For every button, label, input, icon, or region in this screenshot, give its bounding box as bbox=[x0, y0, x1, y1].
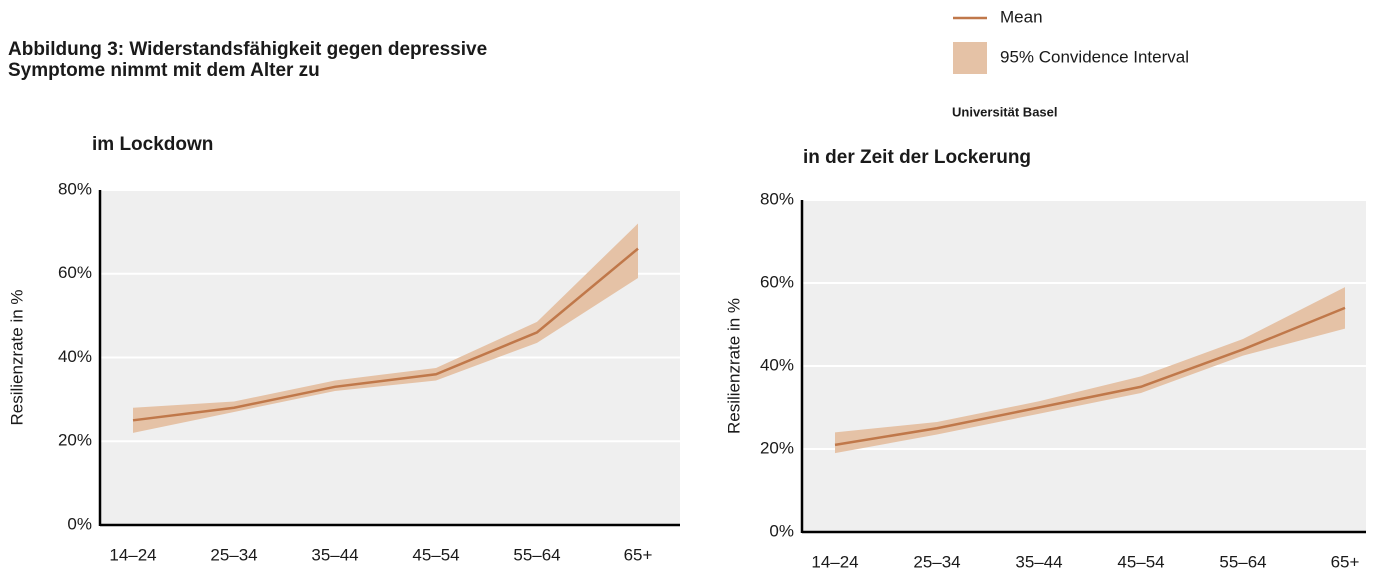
x-tick-label: 65+ bbox=[1331, 552, 1360, 571]
y-tick-label: 60% bbox=[58, 263, 92, 282]
confidence-band bbox=[133, 223, 638, 433]
chart-title: in der Zeit der Lockerung bbox=[803, 147, 1031, 168]
x-tick-label: 55–64 bbox=[1219, 552, 1266, 571]
x-tick-label: 35–44 bbox=[311, 545, 358, 564]
x-tick-label: 14–24 bbox=[811, 552, 858, 571]
y-tick-label: 80% bbox=[58, 179, 92, 198]
y-axis-label: Resilienzrate in % bbox=[7, 289, 26, 425]
source: Universität Basel bbox=[952, 104, 1058, 119]
x-tick-label: 45–54 bbox=[1117, 552, 1164, 571]
y-tick-label: 80% bbox=[760, 189, 794, 208]
y-tick-label: 40% bbox=[760, 355, 794, 374]
y-tick-label: 0% bbox=[67, 514, 92, 533]
x-tick-label: 55–64 bbox=[513, 545, 560, 564]
figure-title: Abbildung 3: Widerstandsfähigkeit gegen … bbox=[8, 39, 487, 60]
x-tick-label: 14–24 bbox=[109, 545, 156, 564]
y-tick-label: 40% bbox=[58, 347, 92, 366]
y-tick-label: 20% bbox=[58, 431, 92, 450]
y-tick-label: 20% bbox=[760, 438, 794, 457]
y-axis-label: Resilienzrate in % bbox=[724, 298, 743, 434]
y-tick-label: 0% bbox=[769, 521, 794, 540]
legend-swatch bbox=[953, 42, 987, 74]
x-tick-label: 45–54 bbox=[412, 545, 459, 564]
legend-label: Mean bbox=[1000, 7, 1043, 26]
x-tick-label: 65+ bbox=[624, 545, 653, 564]
x-tick-label: 35–44 bbox=[1015, 552, 1062, 571]
x-tick-label: 25–34 bbox=[913, 552, 960, 571]
legend-label: 95% Convidence Interval bbox=[1000, 47, 1189, 66]
figure-title: Symptome nimmt mit dem Alter zu bbox=[8, 60, 320, 81]
mean-line bbox=[834, 306, 1346, 447]
chart-title: im Lockdown bbox=[92, 134, 213, 155]
mean-line bbox=[132, 247, 639, 422]
y-tick-label: 60% bbox=[760, 272, 794, 291]
x-tick-label: 25–34 bbox=[210, 545, 257, 564]
